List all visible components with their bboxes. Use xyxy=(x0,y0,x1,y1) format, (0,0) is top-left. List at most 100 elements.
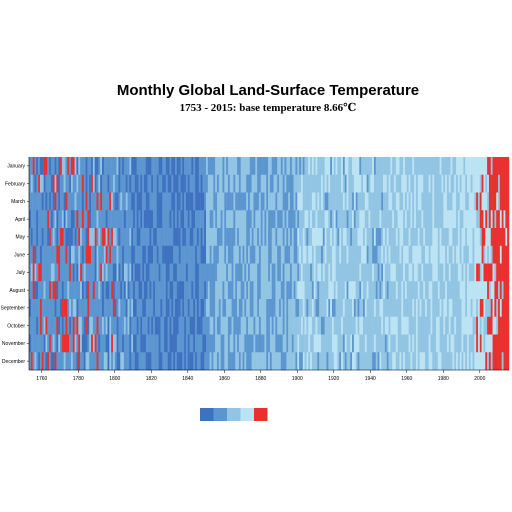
heatmap-cell xyxy=(81,157,85,175)
heatmap-cell xyxy=(456,228,459,246)
heatmap-cell xyxy=(297,316,300,335)
heatmap-cell xyxy=(123,316,126,335)
heatmap-cell xyxy=(390,210,393,229)
heatmap-cell xyxy=(78,352,81,371)
heatmap-cell xyxy=(397,263,400,282)
heatmap-cell xyxy=(383,263,386,282)
heatmap-cell xyxy=(50,157,53,175)
heatmap-cell xyxy=(43,316,46,335)
heatmap-cell xyxy=(293,263,296,282)
heatmap-cell xyxy=(414,210,417,229)
heatmap-cell xyxy=(36,245,39,264)
heatmap-cell xyxy=(350,210,353,229)
heatmap-cell xyxy=(109,157,112,175)
heatmap-cell xyxy=(390,334,393,353)
heatmap-cell xyxy=(474,157,477,175)
heatmap-cell xyxy=(344,334,347,353)
heatmap-cell xyxy=(383,174,386,193)
heatmap-cell xyxy=(277,334,280,353)
heatmap-cell xyxy=(434,228,437,246)
heatmap-cell xyxy=(384,352,387,371)
heatmap-cell xyxy=(297,174,300,193)
heatmap-cell xyxy=(142,281,145,300)
heatmap-cell xyxy=(410,245,413,264)
heatmap-cell xyxy=(216,192,220,211)
heatmap-cell xyxy=(70,157,74,175)
heatmap-cell xyxy=(69,263,72,282)
heatmap-cell xyxy=(498,228,501,246)
heatmap-cell xyxy=(421,299,424,317)
heatmap-cell xyxy=(330,299,333,317)
heatmap-cell xyxy=(425,245,428,264)
heatmap-cell xyxy=(445,299,448,317)
heatmap-cell xyxy=(432,228,435,246)
heatmap-cell xyxy=(452,334,455,353)
heatmap-cell xyxy=(381,174,384,193)
heatmap-cell xyxy=(362,157,366,175)
heatmap-cell xyxy=(456,334,459,353)
heatmap-cell xyxy=(257,334,260,353)
heatmap-cell xyxy=(102,263,105,282)
heatmap-cell xyxy=(184,157,187,175)
heatmap-cell xyxy=(280,210,283,229)
heatmap-cell xyxy=(370,192,373,211)
heatmap-cell xyxy=(419,299,422,317)
heatmap-cell xyxy=(470,192,473,211)
heatmap-cell xyxy=(100,281,103,300)
heatmap-cell xyxy=(304,263,307,282)
heatmap-cell xyxy=(238,299,241,317)
heatmap-cell xyxy=(65,316,68,335)
heatmap-cell xyxy=(299,245,302,264)
heatmap-cell xyxy=(381,299,384,317)
heatmap-cell xyxy=(246,334,249,353)
heatmap-cell xyxy=(96,192,99,211)
heatmap-cell xyxy=(222,210,225,229)
heatmap-cell xyxy=(436,157,439,175)
heatmap-cell xyxy=(503,228,506,246)
heatmap-cell xyxy=(178,263,181,282)
heatmap-cell xyxy=(116,174,119,193)
heatmap-cell xyxy=(98,228,101,246)
heatmap-cell xyxy=(434,245,437,264)
heatmap-cell xyxy=(122,299,125,317)
heatmap-cell xyxy=(341,157,344,175)
heatmap-cell xyxy=(339,281,342,300)
heatmap-cell xyxy=(399,192,402,211)
heatmap-cell xyxy=(279,210,282,229)
heatmap-cell xyxy=(78,316,81,335)
heatmap-cell xyxy=(321,192,324,211)
heatmap-cell xyxy=(322,210,325,229)
heatmap-cell xyxy=(180,334,183,353)
heatmap-cell xyxy=(419,245,422,264)
heatmap-cell xyxy=(268,352,271,371)
heatmap-cell xyxy=(410,210,413,229)
heatmap-cell xyxy=(390,281,393,300)
heatmap-cell xyxy=(158,263,161,282)
heatmap-cell xyxy=(384,299,387,317)
heatmap-cell xyxy=(29,316,32,335)
heatmap-cell xyxy=(348,334,351,353)
heatmap-cell xyxy=(470,157,473,175)
heatmap-cell xyxy=(394,174,397,193)
heatmap-cell xyxy=(465,157,468,175)
heatmap-cell xyxy=(249,316,252,335)
heatmap-cell xyxy=(399,174,402,193)
heatmap-cell xyxy=(175,157,178,175)
heatmap-cell xyxy=(248,192,251,211)
heatmap-cell xyxy=(76,174,79,193)
heatmap-cell xyxy=(89,352,92,371)
heatmap-cell xyxy=(390,228,393,246)
heatmap-cell xyxy=(114,263,117,282)
heatmap-cell xyxy=(125,192,128,211)
heatmap-cell xyxy=(227,281,231,300)
heatmap-cell xyxy=(436,316,439,335)
heatmap-cell xyxy=(490,245,493,264)
heatmap-cell xyxy=(36,352,39,371)
heatmap-cell xyxy=(120,316,123,335)
heatmap-cell xyxy=(452,228,455,246)
heatmap-cell xyxy=(392,263,395,282)
heatmap-cell xyxy=(315,245,318,264)
heatmap-cell xyxy=(240,316,243,335)
heatmap-cell xyxy=(443,281,446,300)
heatmap-cell xyxy=(322,352,325,371)
